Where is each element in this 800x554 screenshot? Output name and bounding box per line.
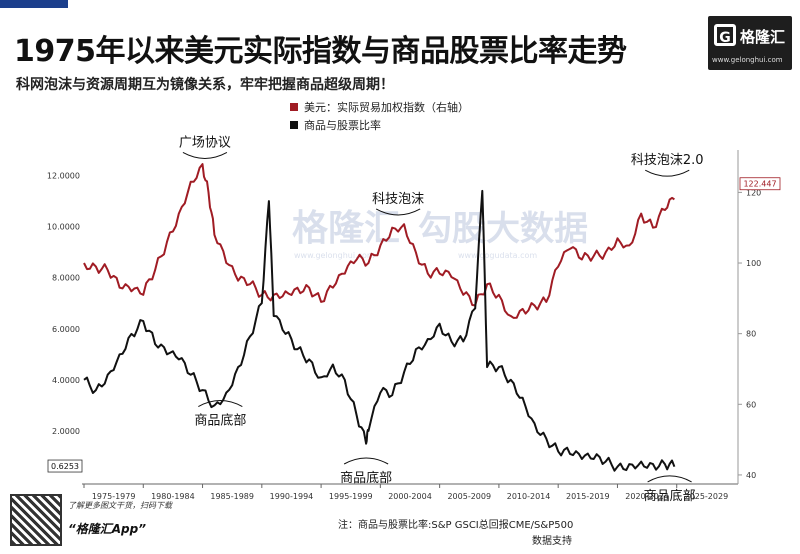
series-line-commodity-stock-ratio: [83, 189, 676, 472]
right-last-value: 122.447: [743, 180, 776, 189]
x-tick-label: 2000-2004: [388, 492, 432, 501]
watermark-brand-url: www.gelonghui.com: [294, 251, 375, 260]
right-tick-label: 60: [746, 400, 756, 409]
chart-legend: 美元：实际贸易加权指数（右轴） 商品与股票比率: [290, 98, 469, 134]
x-tick-label: 1985-1989: [210, 492, 254, 501]
watermark-partner: 勾股大数据: [418, 209, 588, 249]
annotation-label: 科技泡沫: [372, 192, 424, 207]
left-tick-label: 10.0000: [47, 223, 80, 232]
page-title: 1975年以来美元实际指数与商品股票比率走势: [14, 34, 627, 69]
watermark-brand: 格隆汇: [292, 208, 400, 249]
footer-source-note: 注：商品与股票比率:S&P GSCI总回报CME/S&P500: [338, 520, 574, 531]
x-tick-label: 2005-2009: [447, 492, 491, 501]
legend-swatch-red: [290, 103, 298, 111]
footer-source-note-2: 数据支持: [532, 536, 572, 547]
right-tick-label: 100: [746, 259, 761, 268]
footer-hint: 了解更多图文干货，扫码下载: [68, 501, 172, 510]
right-last-value-box: [739, 177, 781, 191]
right-tick-label: 120: [746, 188, 761, 197]
left-tick-label: 2.0000: [52, 427, 80, 436]
annotation-label: 科技泡沫2.0: [631, 153, 704, 168]
legend-item-dollar: 美元：实际贸易加权指数（右轴）: [290, 98, 469, 116]
left-tick-label: 4.0000: [52, 376, 80, 385]
left-last-value: 0.6253: [51, 462, 79, 471]
legend-item-ratio: 商品与股票比率: [290, 116, 469, 134]
annotation-arc: [343, 457, 389, 465]
annotation-arc: [645, 169, 690, 177]
left-tick-label: 8.0000: [52, 274, 80, 283]
x-tick-label: 1995-1999: [329, 492, 373, 501]
logo-url: www.gelonghui.com: [712, 56, 783, 64]
left-last-value-box: [47, 459, 83, 473]
annotation-arc: [647, 475, 692, 483]
x-tick-label: 2015-2019: [566, 492, 610, 501]
annotation-label: 商品底部: [194, 413, 246, 429]
annotation-arc: [375, 208, 421, 216]
left-tick-label: 12.0000: [47, 172, 80, 181]
qr-code[interactable]: [10, 494, 62, 546]
annotation-label: 商品底部: [340, 470, 392, 486]
x-tick-label: 1975-1979: [92, 492, 136, 501]
x-tick-label: 2020-2024: [625, 492, 669, 501]
left-tick-label: 6.0000: [52, 325, 80, 334]
annotation-arc: [198, 400, 243, 407]
right-tick-label: 80: [746, 330, 756, 339]
right-tick-label: 40: [746, 471, 756, 480]
footer-app-name[interactable]: “格隆汇App”: [68, 522, 146, 536]
series-line-dollar-index: [83, 163, 675, 319]
legend-label-ratio: 商品与股票比率: [304, 119, 381, 132]
top-accent-bar: [0, 0, 68, 8]
brand-logo[interactable]: G 格隆汇 www.gelonghui.com: [708, 16, 792, 70]
legend-swatch-black: [290, 121, 298, 129]
x-tick-label: 2010-2014: [507, 492, 551, 501]
page-subtitle: 科网泡沫与资源周期互为镜像关系，牢牢把握商品超级周期！: [16, 77, 394, 93]
legend-label-dollar: 美元：实际贸易加权指数（右轴）: [304, 101, 469, 114]
annotation-label: 商品底部: [644, 488, 696, 504]
x-tick-label: 2025-2029: [685, 492, 729, 501]
logo-name: 格隆汇: [740, 28, 786, 46]
logo-mark-icon: G: [714, 24, 736, 46]
annotation-label: 广场协议: [179, 135, 231, 150]
annotation-arc: [182, 152, 228, 159]
x-tick-label: 1980-1984: [151, 492, 195, 501]
watermark-partner-url: www.gogudata.com: [458, 251, 537, 260]
x-tick-label: 1990-1994: [270, 492, 314, 501]
